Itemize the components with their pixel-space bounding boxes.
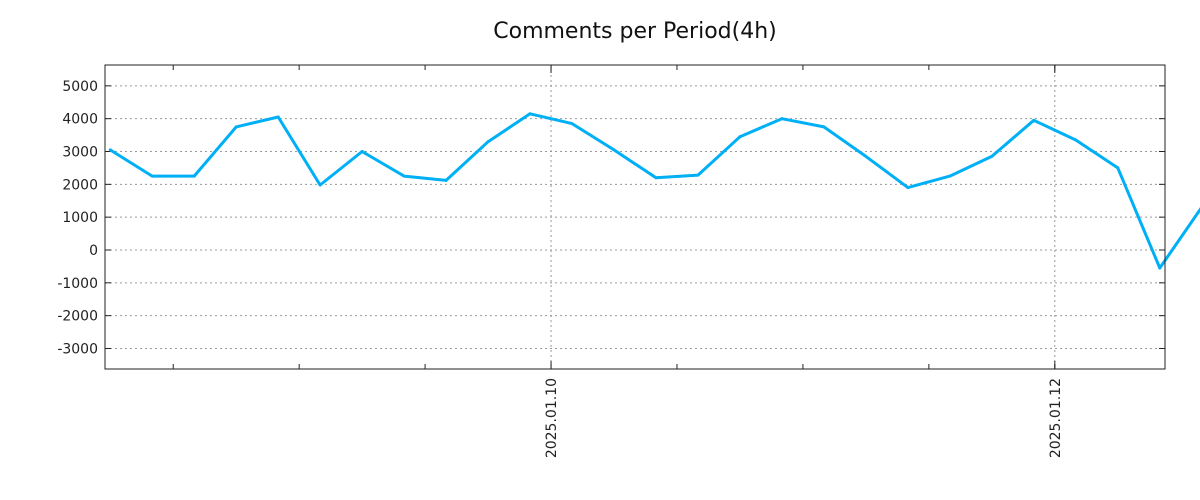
x-tick-label: 2025.01.12 xyxy=(1048,378,1064,458)
data-point xyxy=(528,112,532,116)
y-tick-label: -3000 xyxy=(57,341,98,357)
data-point xyxy=(612,148,616,152)
data-point xyxy=(570,122,574,126)
x-tick-label: 2025.01.10 xyxy=(544,378,560,458)
data-point xyxy=(192,174,196,178)
y-tick-label: 5000 xyxy=(62,79,98,95)
data-point xyxy=(1116,166,1120,170)
data-point xyxy=(822,125,826,129)
data-point xyxy=(318,183,322,187)
y-tick-label: 1000 xyxy=(62,210,98,226)
y-tick-label: 4000 xyxy=(62,112,98,128)
data-point xyxy=(1074,138,1078,142)
plot-frame xyxy=(104,64,1166,370)
data-point xyxy=(780,117,784,121)
data-point xyxy=(234,125,238,129)
y-tick-label: 0 xyxy=(89,243,98,259)
data-point xyxy=(738,135,742,139)
y-tick-label: -1000 xyxy=(57,276,98,292)
data-point xyxy=(654,176,658,180)
data-point xyxy=(276,115,280,119)
chart-title: Comments per Period(4h) xyxy=(493,19,777,44)
data-point xyxy=(696,173,700,177)
y-tick-label: 2000 xyxy=(62,177,98,193)
y-tick-label: 3000 xyxy=(62,145,98,161)
data-point xyxy=(402,174,406,178)
data-point xyxy=(444,178,448,182)
data-point xyxy=(990,154,994,158)
y-tick-label: -2000 xyxy=(57,309,98,325)
data-point xyxy=(864,154,868,158)
series-line-comments xyxy=(109,112,1200,270)
data-point xyxy=(906,186,910,190)
data-point xyxy=(948,174,952,178)
data-point xyxy=(150,174,154,178)
data-point xyxy=(1158,266,1162,270)
data-point xyxy=(360,150,364,154)
data-point xyxy=(108,148,112,152)
data-point xyxy=(486,140,490,144)
data-point xyxy=(1032,118,1036,122)
